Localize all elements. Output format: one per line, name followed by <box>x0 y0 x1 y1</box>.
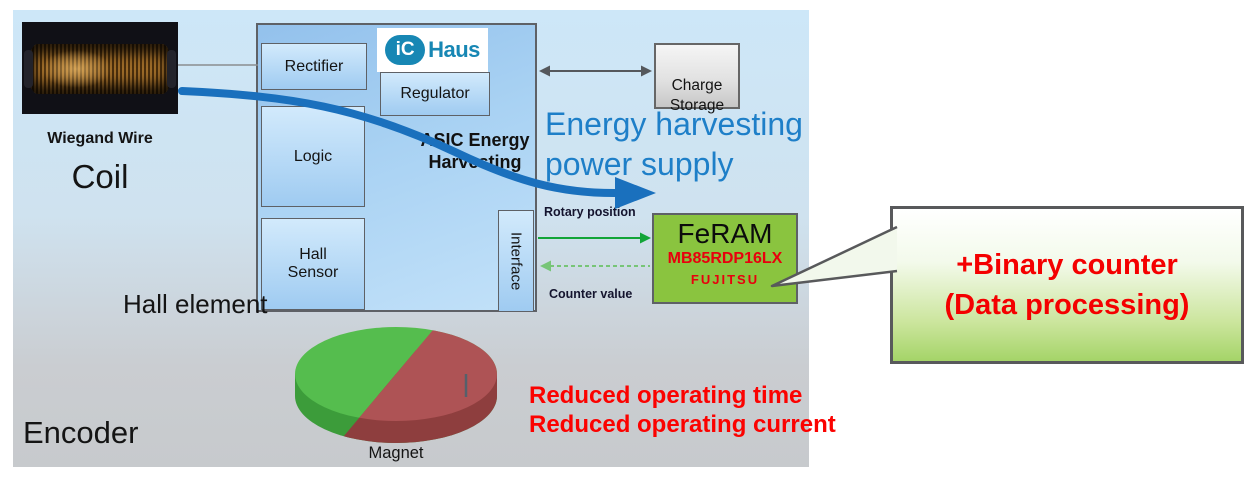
interface-label: Interface <box>507 231 525 291</box>
coil-photo-highlight <box>40 49 113 89</box>
feram-part-number: MB85RDP16LX <box>667 250 783 267</box>
charge-storage-label: Charge Storage <box>669 77 725 114</box>
rotary-position-label: Rotary position <box>544 205 636 219</box>
benefit-line-2: Reduced operating current <box>529 411 836 438</box>
magnet-label: Magnet <box>368 444 424 462</box>
ichaus-logo: iC Haus <box>377 28 488 72</box>
wiegand-wire-photo <box>22 22 178 114</box>
feram-title: FeRAM <box>677 218 773 249</box>
hall-sensor-block: Hall Sensor <box>261 218 365 310</box>
coil-photo-right-cap <box>167 49 176 89</box>
hall-sensor-label: Hall Sensor <box>287 246 339 281</box>
interface-block: Interface <box>498 210 534 312</box>
regulator-block: Regulator <box>380 72 490 116</box>
wiegand-wire-label: Wiegand Wire <box>47 130 153 147</box>
charge-storage-block: Charge Storage <box>654 43 740 114</box>
logic-block: Logic <box>261 106 365 207</box>
callout-line-2: (Data processing) <box>944 289 1190 321</box>
benefits-text: Reduced operating time Reduced operating… <box>529 381 836 439</box>
fujitsu-logo: FUJITSU <box>690 272 760 287</box>
energy-harvesting-caption: Energy harvesting power supply <box>545 106 803 182</box>
ichaus-logo-haus-text: Haus <box>428 37 480 62</box>
rectifier-block: Rectifier <box>261 43 367 90</box>
encoder-label: Encoder <box>23 415 139 450</box>
counter-value-label: Counter value <box>549 287 633 301</box>
feram-block: FeRAM MB85RDP16LX FUJITSU <box>652 213 798 304</box>
ichaus-logo-ic-badge: iC <box>385 35 426 65</box>
callout-line-1: +Binary counter <box>956 249 1178 281</box>
coil-label: Coil <box>71 158 129 195</box>
hall-element-label: Hall element <box>123 289 268 319</box>
binary-counter-callout: +Binary counter (Data processing) <box>890 206 1244 364</box>
benefit-line-1: Reduced operating time <box>529 382 803 409</box>
coil-photo-left-cap <box>24 49 33 89</box>
asic-title: ASIC Energy Harvesting <box>420 130 530 172</box>
